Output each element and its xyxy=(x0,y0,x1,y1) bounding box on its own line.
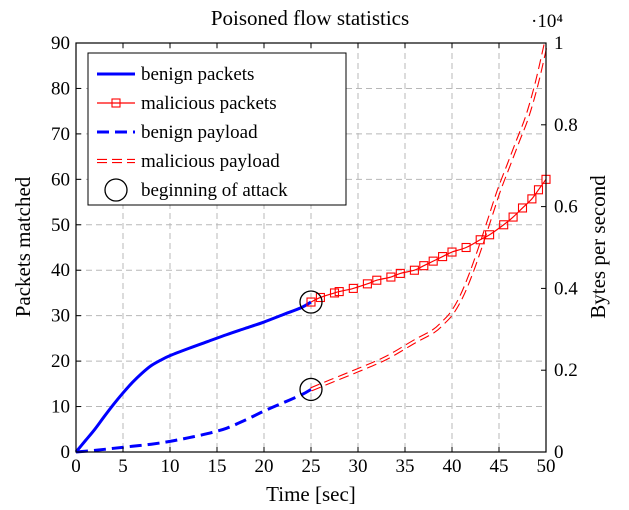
x-tick-label: 20 xyxy=(255,456,274,477)
attack-marker xyxy=(299,290,323,314)
legend-entry-benign-packets: benign packets xyxy=(97,64,254,85)
legend-entry-benign-payload: benign payload xyxy=(97,122,258,143)
series-line xyxy=(74,300,312,453)
data-point xyxy=(499,220,509,230)
annotation-group xyxy=(299,290,323,402)
legend-label: malicious packets xyxy=(141,93,277,114)
series-line xyxy=(310,42,545,389)
data-point xyxy=(362,279,372,289)
y2-tick-label: 0.2 xyxy=(554,360,578,381)
legend-entry-malicious-payload: malicious payload xyxy=(97,151,280,172)
x-tick-label: 40 xyxy=(443,456,462,477)
series-benign-payload xyxy=(75,388,312,454)
data-point xyxy=(438,252,448,262)
legend-entry-malicious-packets: malicious packets xyxy=(97,93,277,114)
y-tick-label: 40 xyxy=(51,260,70,281)
y2-tick-label: 0.6 xyxy=(554,197,578,218)
y-tick-label: 80 xyxy=(51,78,70,99)
x-tick-label: 10 xyxy=(161,456,180,477)
y2-tick-label: 0.8 xyxy=(554,115,578,136)
y-tick-label: 10 xyxy=(51,397,70,418)
data-point xyxy=(372,275,382,285)
data-point xyxy=(306,297,316,307)
x-tick-label: 15 xyxy=(208,456,227,477)
data-point xyxy=(461,242,471,253)
series-malicious-packets xyxy=(306,174,551,307)
data-point xyxy=(395,268,405,278)
x-tick-label: 25 xyxy=(302,456,321,477)
y2-scale-label: ·10⁴ xyxy=(531,11,563,32)
y2-tick-label: 1 xyxy=(554,33,564,54)
data-point xyxy=(329,288,340,298)
data-point xyxy=(315,292,325,303)
legend-label: benign packets xyxy=(141,64,254,85)
axes xyxy=(75,42,547,453)
x-axis-label: Time [sec] xyxy=(266,482,356,506)
data-point xyxy=(419,261,429,271)
data-point xyxy=(508,212,518,222)
legend-label: malicious payload xyxy=(141,151,280,172)
y-tick-label: 90 xyxy=(51,33,70,54)
data-point xyxy=(334,287,344,297)
y-tick-label: 70 xyxy=(51,124,70,145)
series-line xyxy=(75,388,312,454)
y-tick-label: 20 xyxy=(51,351,70,372)
data-point xyxy=(527,194,537,204)
y-tick-label: 0 xyxy=(61,442,71,463)
y-axis-label: Packets matched xyxy=(11,176,35,317)
series-malicious-payload xyxy=(310,42,549,392)
y-tick-label: 60 xyxy=(51,169,70,190)
data-point xyxy=(447,247,457,257)
legend-marker xyxy=(111,98,121,108)
legend-marker xyxy=(104,178,128,202)
data-point xyxy=(409,265,419,275)
x-tick-label: 0 xyxy=(71,456,81,477)
data-point xyxy=(533,185,544,195)
y2-tick-label: 0 xyxy=(554,442,564,463)
y-tick-label: 30 xyxy=(51,306,70,327)
tick-labels: 0 5 10 15 20 25 30 35 40 45 5001020304050607080900… xyxy=(51,33,578,477)
y-tick-label: 50 xyxy=(51,215,70,236)
legend: benign packets malicious packets benign pa… xyxy=(87,52,347,206)
y2-tick-label: 0.4 xyxy=(554,278,578,299)
legend-box xyxy=(87,52,347,206)
series-group xyxy=(74,42,551,454)
data-point xyxy=(428,256,438,266)
legend-label: benign payload xyxy=(141,122,258,143)
data-point xyxy=(386,272,396,282)
x-tick-label: 35 xyxy=(396,456,415,477)
x-tick-label: 30 xyxy=(349,456,368,477)
data-point xyxy=(348,283,358,293)
series-line xyxy=(311,43,549,392)
data-point xyxy=(517,203,528,213)
y2-axis-label: Bytes per second xyxy=(586,175,610,319)
x-tick-label: 50 xyxy=(537,456,556,477)
x-tick-label: 5 xyxy=(118,456,128,477)
chart-title: Poisoned flow statistics xyxy=(211,6,409,30)
attack-marker xyxy=(299,377,323,402)
x-tick-label: 45 xyxy=(490,456,509,477)
series-benign-packets xyxy=(74,300,312,453)
legend-label: beginning of attack xyxy=(141,180,288,201)
legend-entry-beginning-of-attack: beginning of attack xyxy=(104,178,288,202)
